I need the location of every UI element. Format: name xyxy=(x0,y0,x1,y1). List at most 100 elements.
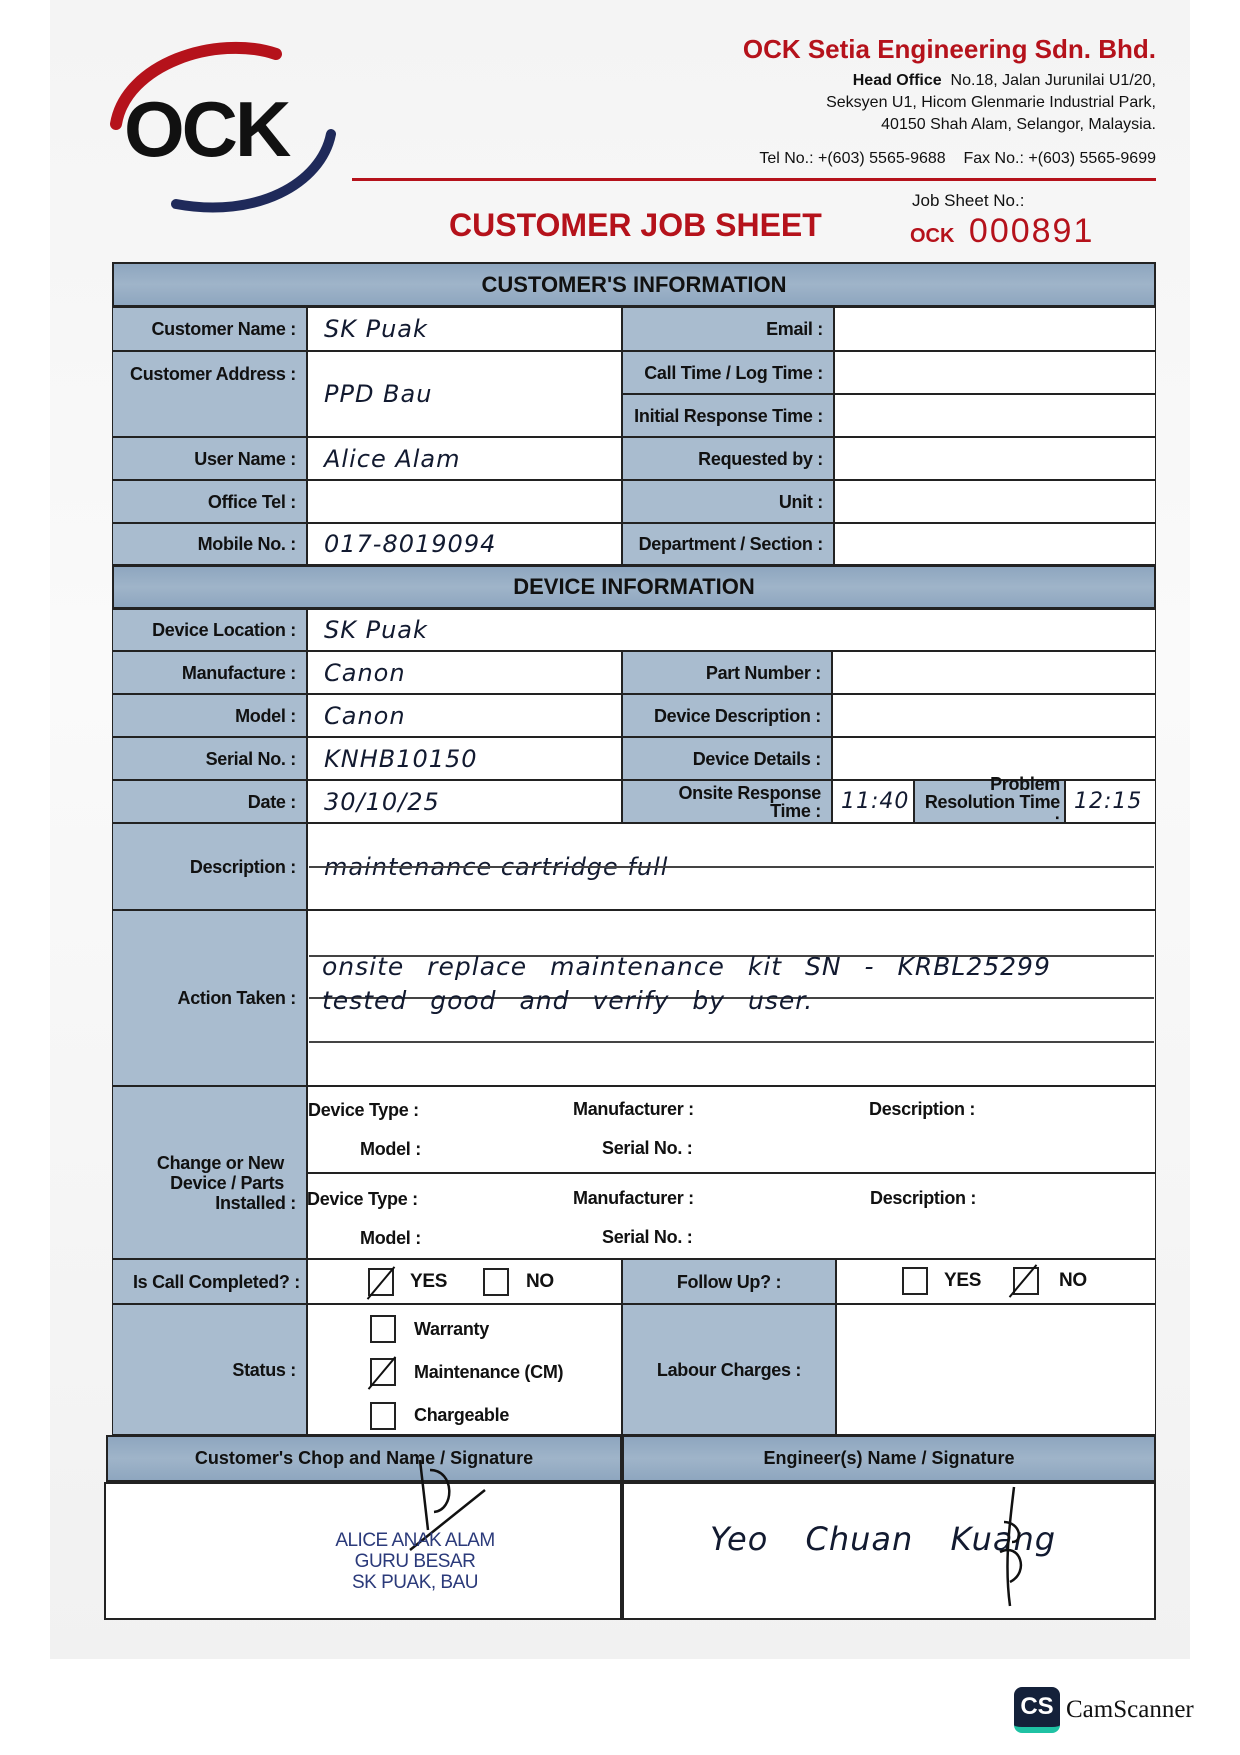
problem-resolution-label: Problem Resolution Time : xyxy=(914,775,1065,829)
device-details-field[interactable] xyxy=(832,737,1156,780)
change-parts-entry-2[interactable] xyxy=(307,1173,1156,1259)
device-location-field[interactable]: SK Puak xyxy=(307,609,1156,651)
serial-no-label-2: Serial No. : xyxy=(602,1227,693,1247)
tel-number: Tel No.: +(603) 5565-9688 xyxy=(759,150,946,167)
model-label-2: Model : xyxy=(360,1139,421,1159)
fax-number: Fax No.: +(603) 5565-9699 xyxy=(963,150,1156,167)
customer-name-label: Customer Name : xyxy=(112,307,307,351)
department-field[interactable] xyxy=(834,523,1156,565)
status-warranty-label: Warranty xyxy=(414,1319,489,1339)
initial-response-label: Initial Response Time : xyxy=(622,394,834,437)
device-location-label: Device Location : xyxy=(112,609,307,651)
camscanner-text: CamScanner xyxy=(1066,1696,1194,1723)
status-warranty-checkbox[interactable] xyxy=(370,1315,396,1343)
status-chargeable-checkbox[interactable] xyxy=(370,1402,396,1430)
follow-up-no-checkbox[interactable] xyxy=(1013,1267,1039,1295)
user-name-field[interactable]: Alice Alam xyxy=(307,437,622,480)
device-info-header: DEVICE INFORMATION xyxy=(112,565,1156,609)
mobile-no-label: Mobile No. : xyxy=(112,523,307,565)
problem-resolution-label-line: Problem xyxy=(990,773,1060,794)
customer-address-field[interactable]: PPD Bau xyxy=(307,351,622,437)
logo-swoosh-icon xyxy=(110,41,336,213)
user-name-label: User Name : xyxy=(112,437,307,480)
problem-resolution-field[interactable]: 12:15 xyxy=(1065,780,1156,823)
ruled-line xyxy=(309,955,1154,957)
customer-signature-header: Customer's Chop and Name / Signature xyxy=(106,1435,622,1482)
ruled-line xyxy=(309,1041,1154,1043)
device-details-label: Device Details : xyxy=(622,737,832,780)
initial-response-field[interactable] xyxy=(834,394,1156,437)
logo-text: OCK xyxy=(124,85,291,173)
action-taken-label: Action Taken : xyxy=(112,910,307,1086)
date-label: Date : xyxy=(112,780,307,823)
email-field[interactable] xyxy=(834,307,1156,351)
camscanner-logo-icon: CS xyxy=(1014,1687,1060,1733)
action-taken-line1: onsite replace maintenance kit SN - KRBL… xyxy=(322,952,1051,981)
serial-no-label-2: Serial No. : xyxy=(602,1138,693,1158)
engineer-signature-header: Engineer(s) Name / Signature xyxy=(622,1435,1156,1482)
engineer-name: Yeo Chuan Kuang xyxy=(710,1520,1057,1558)
serial-no-label: Serial No. : xyxy=(112,737,307,780)
description-label: Description : xyxy=(112,823,307,910)
onsite-response-label-line: Time : xyxy=(770,800,821,821)
status-field xyxy=(307,1304,622,1435)
change-parts-label: Change or New Device / Parts Installed : xyxy=(112,1086,307,1259)
onsite-response-label-line: Onsite Response xyxy=(678,782,821,803)
engineer-signature-scribble-icon xyxy=(999,1486,1022,1607)
status-maintenance-label: Maintenance (CM) xyxy=(414,1362,564,1382)
requested-by-field[interactable] xyxy=(834,437,1156,480)
device-description-field[interactable] xyxy=(832,694,1156,737)
labour-charges-field[interactable] xyxy=(836,1304,1156,1435)
follow-up-no-label: NO xyxy=(1059,1270,1087,1291)
call-completed-yes-label: YES xyxy=(410,1271,448,1292)
action-taken-line2: tested good and verify by user. xyxy=(322,986,814,1015)
unit-label: Unit : xyxy=(622,480,834,523)
status-chargeable-label: Chargeable xyxy=(414,1405,510,1425)
manufacturer-label: Manufacturer : xyxy=(573,1188,694,1208)
call-completed-label: Is Call Completed? : xyxy=(112,1259,307,1304)
address-line: No.18, Jalan Jurunilai U1/20, xyxy=(950,72,1156,89)
chop-line: ALICE ANAK ALAM xyxy=(335,1530,495,1551)
address-line: 40150 Shah Alam, Selangor, Malaysia. xyxy=(881,116,1156,133)
problem-resolution-label-line: Resolution Time : xyxy=(924,791,1060,830)
device-description-label: Device Description : xyxy=(622,694,832,737)
customer-address-label: Customer Address : xyxy=(112,351,307,437)
change-parts-label-line: Installed : xyxy=(215,1192,296,1213)
serial-no-field[interactable]: KNHB10150 xyxy=(307,737,622,780)
job-prefix: OCK xyxy=(910,225,955,247)
follow-up-yes-checkbox[interactable] xyxy=(902,1267,928,1295)
chop-line: GURU BESAR xyxy=(354,1551,476,1572)
part-number-label: Part Number : xyxy=(622,651,832,694)
follow-up-field xyxy=(836,1259,1156,1304)
unit-field[interactable] xyxy=(834,480,1156,523)
call-completed-no-checkbox[interactable] xyxy=(483,1268,509,1296)
job-number: 000891 xyxy=(968,212,1095,250)
model-label: Model : xyxy=(112,694,307,737)
call-time-field[interactable] xyxy=(834,351,1156,394)
model-field[interactable]: Canon xyxy=(307,694,622,737)
customer-name-field[interactable]: SK Puak xyxy=(307,307,622,351)
address-line: Seksyen U1, Hicom Glenmarie Industrial P… xyxy=(826,94,1156,111)
ock-logo: OCK xyxy=(106,34,336,218)
part-number-field[interactable] xyxy=(832,651,1156,694)
manufacture-field[interactable]: Canon xyxy=(307,651,622,694)
date-field[interactable]: 30/10/25 xyxy=(307,780,622,823)
customer-signature-box[interactable] xyxy=(104,1482,622,1620)
contact-line: Tel No.: +(603) 5565-9688 Fax No.: +(603… xyxy=(759,150,1156,168)
description-label-2: Description : xyxy=(869,1099,976,1119)
call-completed-field xyxy=(307,1259,622,1304)
office-tel-field[interactable] xyxy=(307,480,622,523)
device-type-label: Device Type : xyxy=(308,1100,419,1120)
email-label: Email : xyxy=(622,307,834,351)
labour-charges-label: Labour Charges : xyxy=(622,1304,836,1435)
onsite-response-field[interactable]: 11:40 xyxy=(832,780,914,823)
head-office-address: Head Office No.18, Jalan Jurunilai U1/20… xyxy=(826,70,1156,136)
follow-up-yes-label: YES xyxy=(944,1270,982,1291)
company-name: OCK Setia Engineering Sdn. Bhd. xyxy=(742,34,1156,64)
mobile-no-field[interactable]: 017-8019094 xyxy=(307,523,622,565)
engineer-signature-box[interactable] xyxy=(622,1482,1156,1620)
change-parts-entry-1[interactable] xyxy=(307,1086,1156,1173)
job-sheet-number: OCK 000891 xyxy=(910,212,1094,251)
requested-by-label: Requested by : xyxy=(622,437,834,480)
page-title: CUSTOMER JOB SHEET xyxy=(449,207,822,243)
